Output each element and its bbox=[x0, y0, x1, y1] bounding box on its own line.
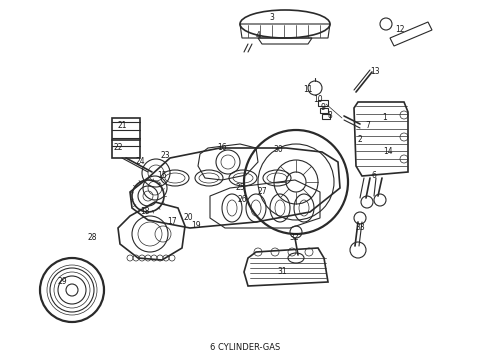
Text: 23: 23 bbox=[160, 150, 170, 159]
Text: 1: 1 bbox=[383, 113, 388, 122]
Text: 12: 12 bbox=[395, 26, 405, 35]
Text: 2: 2 bbox=[358, 135, 363, 144]
Text: 28: 28 bbox=[87, 234, 97, 243]
Text: 9: 9 bbox=[320, 104, 325, 112]
Text: 7: 7 bbox=[366, 122, 370, 130]
Text: 15: 15 bbox=[157, 171, 167, 180]
Text: 26: 26 bbox=[237, 195, 247, 204]
Text: 13: 13 bbox=[370, 68, 380, 77]
Text: 33: 33 bbox=[355, 224, 365, 233]
Text: 4: 4 bbox=[256, 31, 261, 40]
Text: 11: 11 bbox=[303, 85, 313, 94]
Text: 29: 29 bbox=[57, 278, 67, 287]
Text: 17: 17 bbox=[167, 217, 177, 226]
Text: 16: 16 bbox=[217, 144, 227, 153]
Text: 6: 6 bbox=[371, 171, 376, 180]
Text: 3: 3 bbox=[270, 13, 274, 22]
Text: 21: 21 bbox=[117, 121, 127, 130]
Text: 10: 10 bbox=[313, 95, 323, 104]
Bar bbox=[318, 100, 328, 106]
Text: 32: 32 bbox=[289, 234, 299, 243]
Bar bbox=[320, 108, 328, 113]
Text: 8: 8 bbox=[328, 112, 332, 121]
Text: 30: 30 bbox=[273, 145, 283, 154]
Text: 27: 27 bbox=[257, 188, 267, 197]
Bar bbox=[112, 118, 140, 158]
Text: 20: 20 bbox=[183, 213, 193, 222]
Text: 25: 25 bbox=[235, 184, 245, 193]
Text: 22: 22 bbox=[113, 144, 123, 153]
Text: 6 CYLINDER-GAS: 6 CYLINDER-GAS bbox=[210, 343, 280, 352]
Text: 19: 19 bbox=[191, 221, 201, 230]
Text: 18: 18 bbox=[140, 207, 150, 216]
Text: 24: 24 bbox=[135, 158, 145, 166]
Text: 31: 31 bbox=[277, 267, 287, 276]
Text: 14: 14 bbox=[383, 148, 393, 157]
Bar bbox=[322, 114, 330, 119]
